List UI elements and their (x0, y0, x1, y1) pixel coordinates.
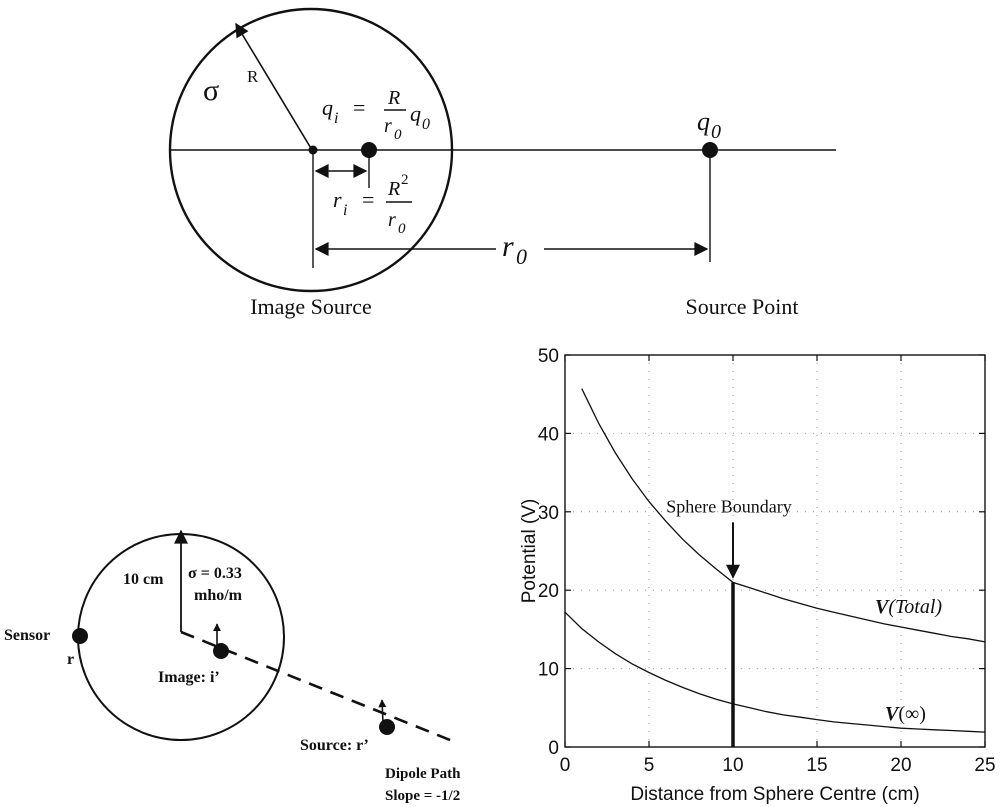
conductivity-unit-label: mho/m (194, 587, 243, 604)
x-tick-label: 15 (806, 755, 827, 776)
x-tick-label: 25 (974, 755, 995, 776)
y-tick-label: 0 (548, 738, 559, 759)
svg-text:0: 0 (422, 116, 430, 133)
x-tick-label: 5 (644, 755, 655, 776)
svg-text:0: 0 (711, 121, 721, 143)
svg-text:=: = (353, 95, 365, 120)
y-tick-label: 30 (538, 503, 559, 524)
sigma-label: σ (203, 74, 219, 107)
svg-text:r: r (388, 209, 396, 231)
x-tick-label: 0 (560, 755, 571, 776)
sphere-radius-label: 10 cm (123, 571, 164, 588)
svg-text:q: q (410, 101, 421, 126)
image-dipole-label: Image: i’ (158, 669, 220, 686)
image-distance-equation: r i = R 2 r 0 (333, 172, 412, 237)
source-dipole-arrow (382, 700, 383, 723)
x-axis-label: Distance from Sphere Centre (cm) (630, 784, 919, 805)
x-tick-label: 20 (890, 755, 911, 776)
v-total-label: V(Total) (875, 596, 942, 618)
svg-text:=: = (362, 187, 374, 212)
source-charge-label: q 0 (697, 107, 721, 143)
svg-text:r: r (333, 187, 342, 212)
image-source-caption: Image Source (250, 294, 372, 319)
dipole-slope-label: Slope = -1/2 (385, 788, 460, 804)
y-tick-label: 50 (538, 346, 559, 367)
source-point-caption: Source Point (685, 294, 798, 319)
sensor-dot (72, 628, 88, 644)
y-tick-label: 40 (538, 424, 559, 445)
svg-text:q: q (697, 107, 710, 136)
x-tick-label: 10 (722, 755, 743, 776)
svg-text:i: i (334, 110, 338, 127)
svg-text:R: R (387, 178, 400, 200)
svg-text:2: 2 (401, 172, 409, 188)
radius-label: R (247, 67, 259, 86)
sensor-label: Sensor (4, 627, 50, 644)
chart-series (565, 389, 985, 732)
source-dipole-label: Source: r’ (300, 737, 369, 754)
svg-text:0: 0 (516, 244, 527, 269)
svg-text:r: r (502, 230, 514, 263)
image-source-diagram: σ R q i = R r 0 q 0 r i = R 2 r 0 (170, 9, 836, 319)
potential-chart: 0 5 10 15 20 25 0 10 20 30 40 50 Sphere Boundary V(… (519, 346, 996, 805)
y-tick-label: 10 (538, 660, 559, 681)
svg-text:0: 0 (394, 127, 402, 143)
chart-grid (565, 355, 985, 747)
dipole-path-label: Dipole Path (385, 766, 461, 782)
source-dipole-dot (379, 719, 395, 735)
svg-text:0: 0 (398, 221, 406, 237)
y-axis-label: Potential (V) (519, 499, 540, 604)
image-charge-equation: q i = R r 0 q 0 (322, 87, 430, 143)
y-tick-label: 20 (538, 581, 559, 602)
sphere-boundary-label: Sphere Boundary (666, 496, 791, 516)
svg-text:r: r (384, 115, 392, 137)
plot-frame (565, 355, 985, 747)
sensor-position-label: r (67, 651, 74, 668)
svg-text:R: R (387, 87, 400, 109)
image-dipole-dot (213, 643, 229, 659)
dipole-sphere-diagram: 10 cm σ = 0.33 mho/m Sensor r Image: i’ … (4, 531, 461, 804)
svg-text:q: q (322, 95, 333, 120)
conductivity-label: σ = 0.33 (188, 565, 242, 582)
v-infinity-label: V(∞) (885, 703, 926, 725)
radius-arrow (236, 24, 312, 150)
svg-text:i: i (343, 202, 347, 219)
